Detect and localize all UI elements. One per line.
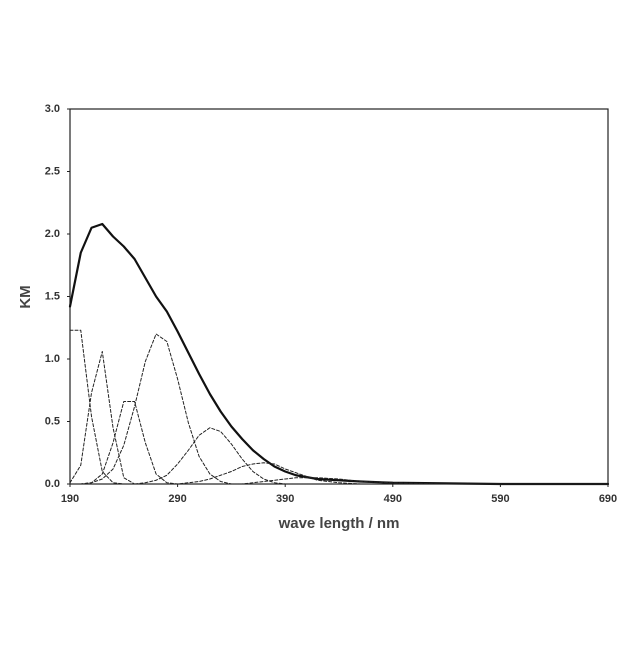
component-line: [70, 334, 608, 484]
y-axis-title: KM: [17, 285, 34, 308]
component-line: [70, 428, 608, 484]
x-axis-title: wave length / nm: [278, 515, 400, 532]
y-tick-label: 2.5: [45, 165, 60, 177]
x-tick-label: 390: [276, 493, 294, 505]
y-tick-label: 0.0: [45, 478, 60, 490]
total-line: [70, 224, 608, 484]
x-tick-label: 190: [61, 493, 79, 505]
y-tick-label: 0.5: [45, 415, 60, 427]
y-tick-label: 2.0: [45, 228, 60, 240]
x-tick-label: 590: [491, 493, 509, 505]
x-tick-label: 490: [384, 493, 402, 505]
x-tick-label: 690: [599, 493, 617, 505]
component-line: [70, 352, 608, 485]
y-tick-label: 1.5: [45, 290, 60, 302]
component-line: [70, 330, 608, 484]
x-tick-label: 290: [168, 493, 186, 505]
component-line: [70, 402, 608, 485]
page: {"chart_data": { "type": "line", "x_labe…: [0, 0, 640, 640]
plot-frame: [70, 109, 608, 484]
y-tick-label: 1.0: [45, 353, 60, 365]
chart: wave length / nm KM 0.0 0.5 1.0 1.5 2.0 2.5 3.…: [0, 0, 640, 640]
y-tick-label: 3.0: [45, 103, 60, 115]
